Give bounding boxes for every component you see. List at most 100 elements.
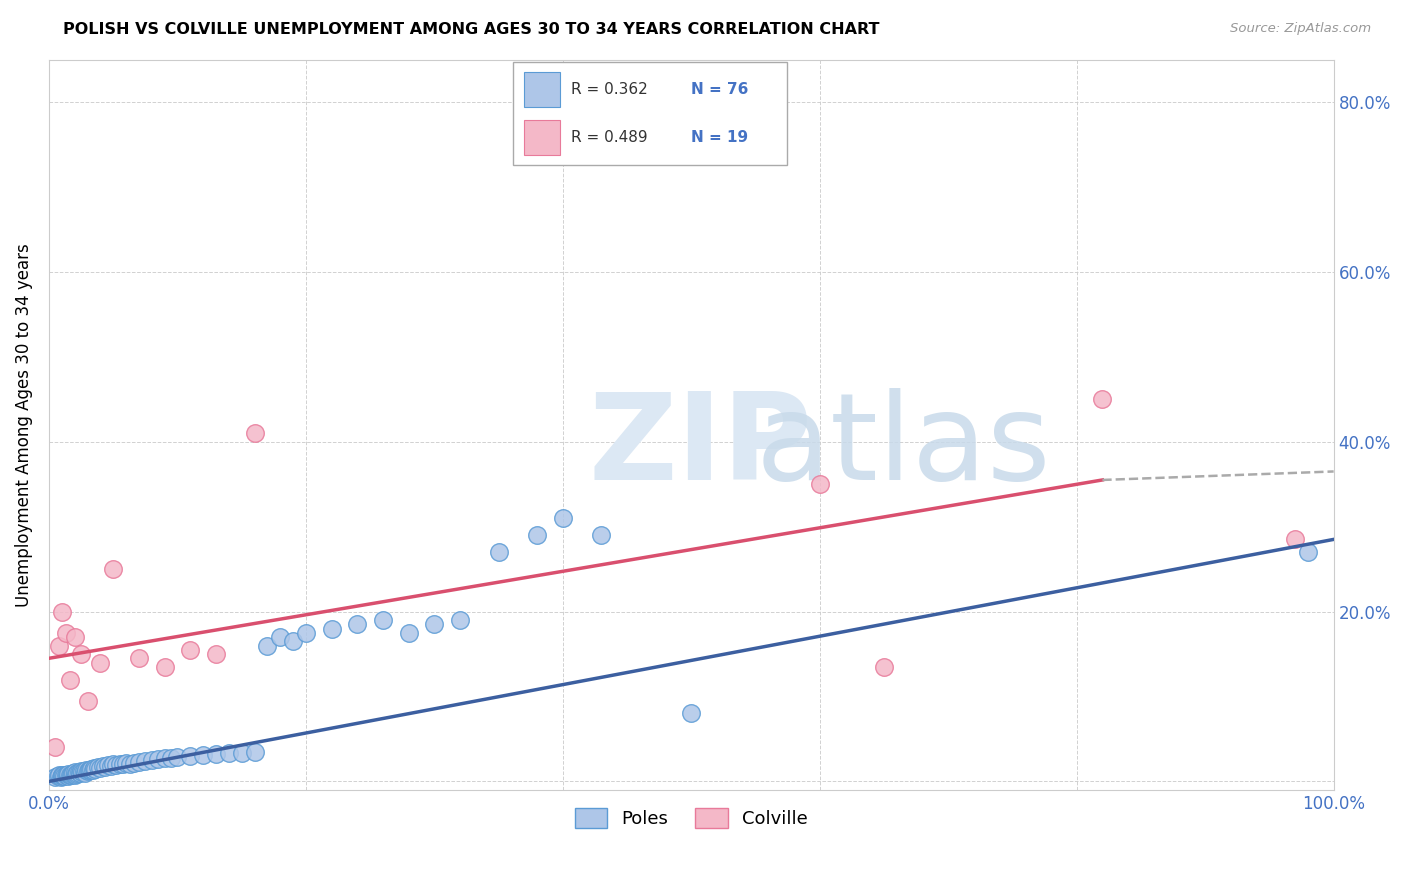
Point — [112, 757, 135, 772]
Point — [179, 642, 201, 657]
Point — [526, 528, 548, 542]
Point — [256, 639, 278, 653]
Point — [321, 622, 343, 636]
Point — [243, 745, 266, 759]
Point — [122, 756, 145, 770]
Point — [76, 764, 98, 779]
Point — [59, 768, 82, 782]
Point — [146, 752, 169, 766]
Point — [141, 753, 163, 767]
Point — [128, 651, 150, 665]
Point — [66, 766, 89, 780]
Point — [89, 761, 111, 775]
Point — [423, 617, 446, 632]
Point — [243, 426, 266, 441]
Point — [108, 756, 131, 771]
Point — [115, 756, 138, 770]
Point — [681, 706, 703, 721]
Point — [51, 767, 73, 781]
Point — [808, 477, 831, 491]
Point — [53, 769, 76, 783]
Text: POLISH VS COLVILLE UNEMPLOYMENT AMONG AGES 30 TO 34 YEARS CORRELATION CHART: POLISH VS COLVILLE UNEMPLOYMENT AMONG AG… — [63, 22, 880, 37]
Point — [100, 759, 122, 773]
Point — [118, 756, 141, 771]
Point — [52, 768, 75, 782]
Point — [73, 764, 96, 779]
Point — [44, 770, 66, 784]
Point — [128, 755, 150, 769]
Point — [281, 634, 304, 648]
Point — [58, 767, 80, 781]
Point — [87, 760, 110, 774]
Y-axis label: Unemployment Among Ages 30 to 34 years: Unemployment Among Ages 30 to 34 years — [15, 243, 32, 607]
Point — [295, 625, 318, 640]
Point — [76, 694, 98, 708]
Point — [72, 765, 94, 780]
Point — [51, 605, 73, 619]
Point — [134, 754, 156, 768]
Point — [91, 759, 114, 773]
Point — [94, 760, 117, 774]
Point — [82, 763, 104, 777]
Point — [488, 545, 510, 559]
Point — [58, 769, 80, 783]
Point — [48, 639, 70, 653]
Point — [398, 625, 420, 640]
Point — [205, 747, 228, 762]
Point — [63, 765, 86, 780]
FancyBboxPatch shape — [524, 71, 560, 106]
Point — [269, 630, 291, 644]
Point — [80, 762, 103, 776]
Point — [67, 765, 90, 780]
Point — [77, 763, 100, 777]
Point — [218, 747, 240, 761]
FancyBboxPatch shape — [524, 120, 560, 155]
Point — [873, 660, 896, 674]
Legend: Poles, Colville: Poles, Colville — [567, 800, 815, 836]
Point — [49, 770, 72, 784]
Point — [73, 766, 96, 780]
Point — [62, 766, 84, 780]
Text: N = 19: N = 19 — [692, 130, 748, 145]
Point — [166, 749, 188, 764]
FancyBboxPatch shape — [513, 62, 787, 165]
Point — [97, 758, 120, 772]
Text: ZIP: ZIP — [589, 388, 813, 505]
Point — [153, 751, 176, 765]
Point — [58, 766, 80, 780]
Point — [51, 769, 73, 783]
Point — [449, 613, 471, 627]
Point — [551, 511, 574, 525]
Point — [65, 766, 87, 780]
Point — [58, 673, 80, 687]
Point — [160, 750, 183, 764]
Point — [63, 767, 86, 781]
Point — [55, 625, 77, 640]
Point — [346, 617, 368, 632]
Point — [103, 562, 125, 576]
Point — [371, 613, 394, 627]
Point — [56, 768, 79, 782]
Point — [79, 764, 101, 778]
Point — [104, 758, 127, 772]
Text: N = 76: N = 76 — [692, 81, 749, 96]
Point — [70, 764, 93, 779]
Point — [1091, 392, 1114, 407]
Point — [44, 740, 66, 755]
Point — [84, 762, 107, 776]
Text: atlas: atlas — [755, 388, 1052, 505]
Point — [83, 761, 105, 775]
Point — [55, 767, 77, 781]
Point — [153, 660, 176, 674]
Point — [1284, 533, 1306, 547]
Point — [46, 769, 69, 783]
Point — [191, 748, 214, 763]
Point — [591, 528, 613, 542]
Point — [1296, 545, 1319, 559]
Point — [75, 764, 97, 778]
Point — [70, 647, 93, 661]
Point — [205, 647, 228, 661]
Point — [89, 656, 111, 670]
Text: R = 0.489: R = 0.489 — [571, 130, 647, 145]
Point — [103, 757, 125, 772]
